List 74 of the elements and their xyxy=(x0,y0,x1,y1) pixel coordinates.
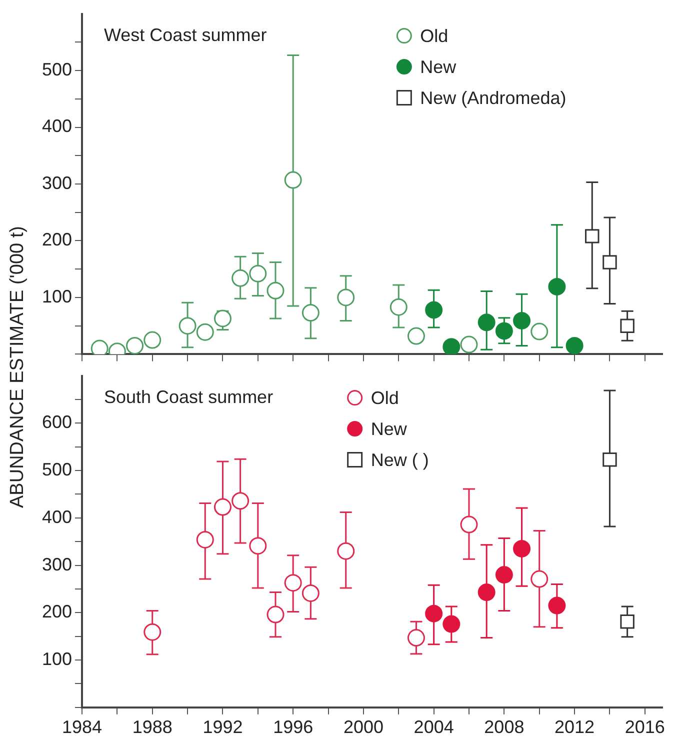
point xyxy=(126,336,144,354)
point xyxy=(495,322,513,340)
y-tick-label: 200 xyxy=(42,230,72,250)
point xyxy=(460,336,478,354)
point xyxy=(425,301,443,319)
legend-label: Old xyxy=(420,26,448,46)
legend-label: New (Andromeda) xyxy=(420,88,566,108)
point xyxy=(284,171,302,189)
point xyxy=(442,338,460,354)
x-tick-label: 1988 xyxy=(132,717,172,738)
legend-label: New ( ) xyxy=(370,450,429,470)
point xyxy=(513,540,531,558)
point xyxy=(620,318,634,333)
x-tick-label: 2004 xyxy=(414,717,454,738)
x-tick-label: 2016 xyxy=(624,717,665,738)
x-tick-label: 1992 xyxy=(202,717,243,738)
point xyxy=(284,574,302,592)
y-tick-label: 400 xyxy=(42,506,72,527)
y-tick-label: 600 xyxy=(42,412,72,432)
point xyxy=(548,278,566,296)
point xyxy=(266,606,284,624)
point xyxy=(249,537,267,555)
point xyxy=(337,542,355,560)
point xyxy=(266,282,284,300)
point xyxy=(478,314,496,332)
point xyxy=(602,452,617,467)
y-tick-label: 500 xyxy=(42,60,72,80)
point xyxy=(442,615,460,633)
point xyxy=(249,264,267,282)
point xyxy=(196,323,214,341)
y-tick-label: 400 xyxy=(42,116,72,136)
text: South Coast summer xyxy=(104,386,274,407)
point xyxy=(144,623,162,641)
y-tick-label: 300 xyxy=(42,172,72,193)
point xyxy=(495,566,513,584)
point xyxy=(232,492,250,510)
x-tick-label: 2008 xyxy=(484,717,524,738)
x-tick-label: 1996 xyxy=(273,717,314,738)
point xyxy=(232,269,250,287)
text: West Coast summer xyxy=(104,24,267,45)
point xyxy=(302,304,320,322)
point xyxy=(548,596,566,614)
point xyxy=(178,317,196,335)
y-tick-label: 200 xyxy=(42,602,72,622)
point xyxy=(478,584,496,602)
point xyxy=(530,322,548,340)
point xyxy=(620,614,634,629)
point xyxy=(602,255,617,270)
point xyxy=(390,298,408,316)
legend-label: Old xyxy=(370,388,399,408)
point xyxy=(302,584,320,602)
y-tick-label: 100 xyxy=(42,648,72,669)
point xyxy=(337,288,355,306)
point xyxy=(530,570,548,588)
point xyxy=(214,498,232,516)
point xyxy=(214,310,232,328)
x-tick-label: 2000 xyxy=(343,717,384,738)
x-tick-label: 1984 xyxy=(62,717,102,738)
point xyxy=(460,516,478,534)
y-tick-label: 300 xyxy=(42,554,72,574)
point xyxy=(425,604,443,622)
legend-label: New xyxy=(420,56,458,77)
legend-label: New xyxy=(370,418,408,439)
y-axis-title: ABUNDANCE ESTIMATE ('000 t) xyxy=(7,225,29,510)
point xyxy=(513,312,531,330)
point xyxy=(144,331,162,349)
x-tick-label: 2012 xyxy=(554,717,595,738)
y-tick-label: 500 xyxy=(42,460,72,480)
point xyxy=(407,327,425,345)
point xyxy=(566,336,584,354)
y-tick-label: 100 xyxy=(42,286,72,306)
point xyxy=(407,629,425,647)
point xyxy=(585,229,600,244)
point xyxy=(196,530,214,548)
